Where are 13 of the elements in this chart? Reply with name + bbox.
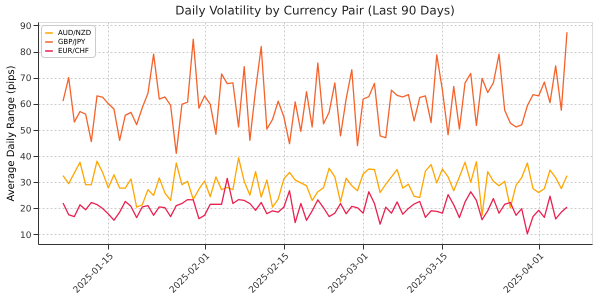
y-tick-label: 20: [20, 204, 32, 215]
y-axis-title: Average Daily Range (pips): [6, 65, 18, 202]
y-tick-label: 60: [20, 100, 32, 110]
chart-title: Daily Volatility by Currency Pair (Last 90 Days): [175, 3, 455, 18]
y-tick-label: 70: [20, 74, 32, 84]
line-series: [62, 157, 568, 216]
y-tick-label: 80: [20, 48, 32, 58]
y-tick-label: 10: [20, 230, 32, 241]
y-tick-label: 50: [20, 126, 32, 136]
line-series: [62, 178, 568, 234]
y-tick-label: 90: [20, 22, 32, 32]
y-tick-label: 30: [20, 178, 32, 189]
y-tick-label: 40: [20, 152, 32, 162]
